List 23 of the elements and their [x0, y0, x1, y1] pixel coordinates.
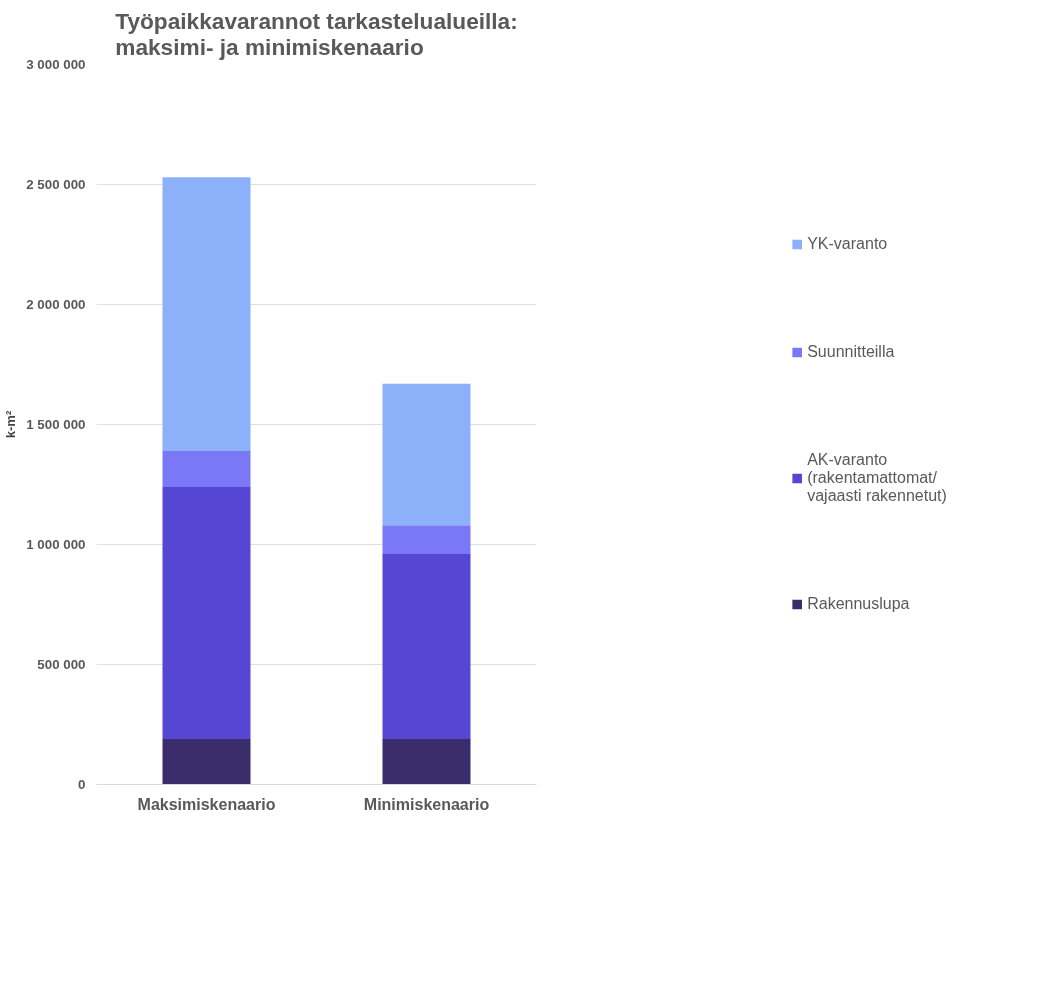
legend-label: Suunnitteilla: [807, 343, 895, 361]
y-tick-label: 3 000 000: [26, 57, 86, 72]
bar: [382, 554, 471, 739]
y-tick-label: 1 000 000: [26, 537, 86, 552]
y-tick-label: 0: [78, 777, 86, 792]
y-tick-label: 2 500 000: [26, 177, 86, 192]
bar: [162, 177, 251, 451]
legend-label: YK-varanto: [807, 235, 888, 253]
bar: [162, 486, 251, 739]
bar: [382, 525, 471, 555]
y-tick-label: 2 000 000: [26, 297, 86, 312]
bar: [382, 383, 471, 526]
chart-title: Työpaikkavarannot tarkastelualueilla: maksimi- ja minimiskenaario: [115, 7, 518, 60]
bar: [162, 450, 251, 487]
y-tick-label: 500 000: [37, 657, 86, 672]
legend-label: AK-varanto (rakentamattomat/ vajaasti rakennetut): [807, 451, 947, 505]
bar: [382, 738, 471, 785]
y-axis-title: k-m²: [3, 410, 19, 439]
bar: [162, 738, 251, 785]
x-tick-label: Minimiskenaario: [363, 795, 490, 813]
y-tick-label: 1 500 000: [26, 417, 86, 432]
x-tick-label: Maksimiskenaario: [137, 795, 276, 813]
legend-label: Rakennuslupa: [807, 595, 910, 613]
